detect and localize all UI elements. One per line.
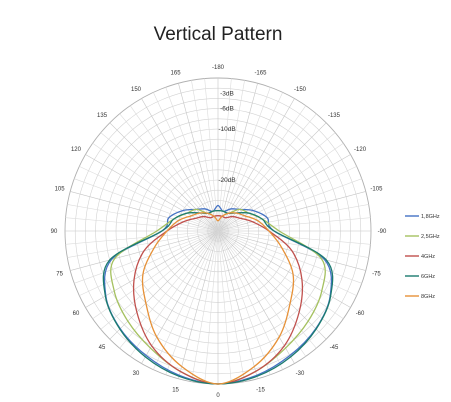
grid-spoke (191, 80, 219, 232)
angle-tick-label: -135 (328, 113, 341, 119)
grid-spoke (74, 178, 219, 232)
grid-spoke (217, 230, 317, 349)
angle-tick-label: 135 (97, 113, 108, 119)
grid-spoke (217, 92, 283, 232)
angle-tick-label: 120 (71, 147, 82, 153)
polar-grid (64, 77, 372, 385)
angle-tick-label: -45 (330, 345, 339, 351)
grid-spoke (217, 80, 245, 232)
grid-spoke (165, 230, 219, 375)
grid-spoke (217, 230, 336, 330)
chart-title: Vertical Pattern (154, 24, 283, 45)
radial-tick-label: -6dB (220, 106, 234, 113)
angle-tick-label: -120 (354, 147, 367, 153)
angle-tick-label: 90 (51, 229, 58, 235)
angle-tick-label: -105 (370, 187, 383, 193)
grid-spoke (129, 105, 219, 232)
grid-spoke (85, 230, 219, 308)
legend-label: 2,5GHz (421, 234, 440, 240)
grid-spoke (204, 230, 219, 384)
grid-spoke (217, 178, 362, 232)
radial-labels: -3dB -6dB -10dB -20dB (218, 90, 235, 184)
grid-spoke (141, 230, 219, 364)
grid-spoke (217, 230, 258, 379)
angle-tick-label: 105 (55, 187, 66, 193)
grid-spoke (65, 217, 219, 232)
grid-spoke (74, 230, 219, 284)
grid-spoke (153, 92, 219, 232)
grid-spoke (217, 230, 283, 370)
grid-spoke (165, 87, 219, 232)
grid-spoke (217, 230, 271, 375)
grid-spoke (217, 230, 351, 308)
angle-tick-label: 150 (131, 87, 142, 93)
radial-tick-label: -20dB (218, 177, 235, 184)
legend-label: 4GHz (421, 254, 435, 260)
legend-label: 6GHz (421, 274, 435, 280)
grid-spoke (100, 132, 219, 232)
legend-label: 8GHz (421, 294, 435, 300)
series-line-2 (132, 215, 304, 385)
grid-spoke (217, 142, 344, 232)
series-lines (102, 204, 334, 385)
grid-spoke (217, 230, 369, 258)
grid-spoke (178, 83, 219, 232)
grid-spoke (217, 230, 357, 296)
angle-labels: -180-165-150-135-120-105-90-75-60-45-30-… (51, 65, 387, 399)
grid-spoke (92, 142, 219, 232)
angle-tick-label: 165 (171, 71, 182, 77)
grid-spoke (217, 191, 366, 232)
grid-spoke (217, 87, 271, 232)
angle-tick-label: 45 (99, 345, 106, 351)
series-line-4 (141, 212, 295, 385)
angle-tick-label: 75 (56, 271, 63, 277)
angle-tick-label: -60 (356, 311, 365, 317)
grid-spoke (217, 83, 258, 232)
angle-tick-label: 15 (172, 387, 179, 393)
grid-spoke (217, 230, 371, 245)
angle-tick-label: -150 (294, 87, 307, 93)
angle-tick-label: 0 (216, 393, 220, 399)
grid-spoke (217, 166, 357, 232)
grid-spoke (79, 230, 219, 296)
grid-spoke (217, 230, 295, 364)
grid-spoke (217, 204, 369, 232)
legend: 1,8GHz 2,5GHz 4GHz 6GHz 8GHz (405, 214, 440, 300)
grid-spoke (191, 230, 219, 382)
grid-spoke (153, 230, 219, 370)
grid-spoke (217, 217, 371, 232)
grid-spoke (217, 230, 362, 284)
grid-spoke (204, 78, 219, 232)
grid-spoke (67, 204, 219, 232)
grid-spoke (178, 230, 219, 379)
radial-tick-label: -10dB (218, 126, 235, 133)
radial-tick-label: -3dB (220, 90, 234, 97)
angle-tick-label: -180 (212, 65, 225, 71)
grid-spoke (217, 230, 245, 382)
grid-spoke (217, 230, 232, 384)
grid-spoke (217, 78, 232, 232)
angle-tick-label: -30 (296, 371, 305, 377)
angle-tick-label: -75 (372, 271, 381, 277)
grid-spoke (100, 230, 219, 330)
grid-spoke (217, 105, 307, 232)
angle-tick-label: 60 (73, 311, 80, 317)
series-line-3 (102, 209, 334, 385)
grid-spoke (67, 230, 219, 258)
grid-spoke (217, 230, 344, 320)
grid-spoke (217, 132, 336, 232)
legend-label: 1,8GHz (421, 214, 440, 220)
grid-spoke (92, 230, 219, 320)
grid-spoke (65, 230, 219, 245)
grid-spoke (79, 166, 219, 232)
grid-spoke (119, 230, 219, 349)
angle-tick-label: 30 (133, 371, 140, 377)
angle-tick-label: -90 (378, 229, 387, 235)
angle-tick-label: -15 (256, 387, 265, 393)
angle-tick-label: -165 (254, 71, 267, 77)
grid-spoke (70, 191, 219, 232)
